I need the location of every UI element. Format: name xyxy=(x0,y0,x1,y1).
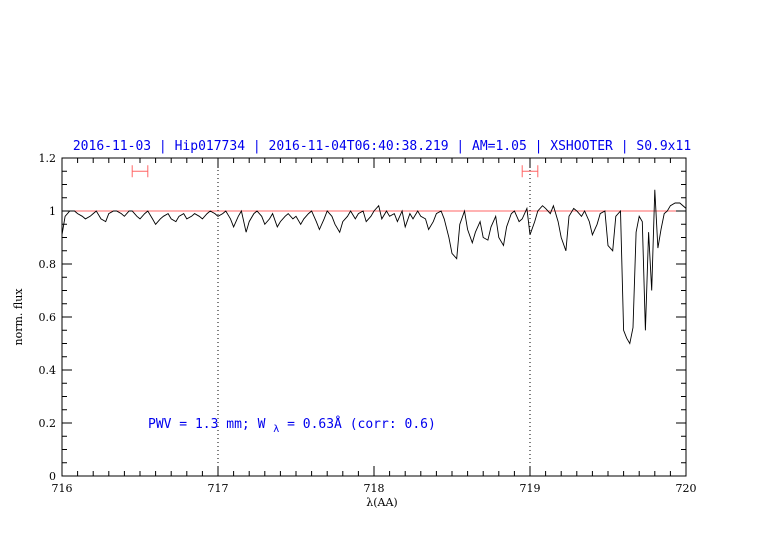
y-tick-label: 0 xyxy=(49,470,56,483)
tick-labels: 716 717 718 719 720 0 0.2 0.4 0.6 0.8 1 1.2 xyxy=(39,152,697,495)
x-tick-label: 718 xyxy=(364,482,385,495)
y-axis-label: norm. flux xyxy=(12,288,25,346)
chart-title: 2016-11-03 | Hip017734 | 2016-11-04T06:4… xyxy=(73,139,691,154)
y-tick-label: 1.2 xyxy=(39,152,57,165)
lambda-subscript: λ xyxy=(273,424,279,435)
y-tick-label: 0.6 xyxy=(39,311,57,324)
pwv-text: PWV = 1.3 mm; W xyxy=(148,417,266,432)
range-markers xyxy=(131,165,539,178)
x-tick-label: 720 xyxy=(676,482,697,495)
range-marker-1 xyxy=(521,165,539,178)
y-tick-label: 0.4 xyxy=(39,364,57,377)
x-tick-label: 716 xyxy=(52,482,73,495)
range-marker-0 xyxy=(131,165,149,178)
x-tick-label: 719 xyxy=(520,482,541,495)
y-tick-label: 0.2 xyxy=(39,417,57,430)
x-axis-label: λ(AA) xyxy=(366,496,397,509)
axis-ticks xyxy=(61,157,687,477)
x-tick-label: 717 xyxy=(208,482,229,495)
spectrum-line xyxy=(61,189,687,345)
pwv-tail: = 0.63Å (corr: 0.6) xyxy=(287,416,436,432)
pwv-annotation: PWV = 1.3 mm; W λ = 0.63Å (corr: 0.6) xyxy=(148,416,436,436)
y-tick-label: 1 xyxy=(49,205,56,218)
y-tick-label: 0.8 xyxy=(39,258,57,271)
